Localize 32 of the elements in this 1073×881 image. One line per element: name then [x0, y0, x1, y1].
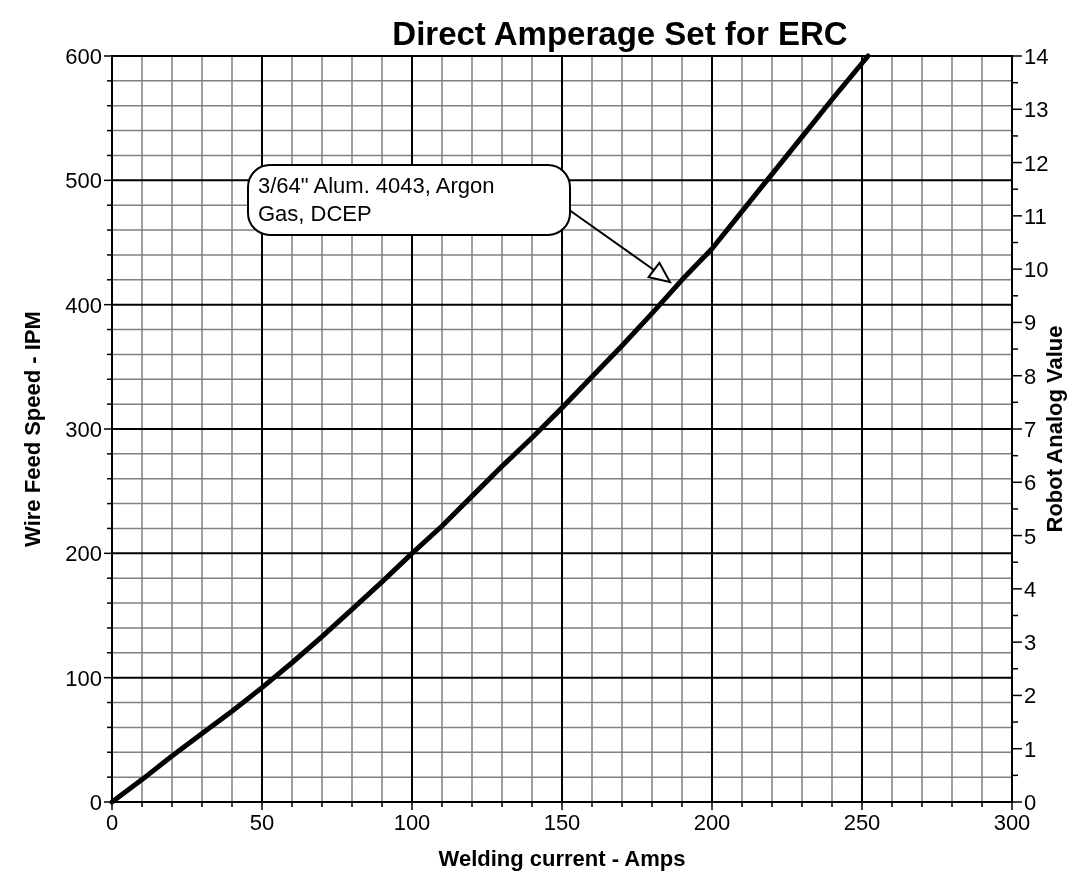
- y2-tick-label: 14: [1024, 44, 1049, 69]
- x-tick-label: 200: [693, 810, 731, 835]
- x-axis-title: Welding current - Amps: [438, 846, 686, 871]
- y-tick-label: 300: [65, 417, 102, 442]
- y-tick-label: 600: [65, 44, 102, 69]
- y2-tick-label: 8: [1024, 363, 1037, 389]
- y-tick-label: 100: [65, 665, 102, 691]
- y2-tick-label: 4: [1024, 576, 1037, 602]
- y2-axis-title: Robot Analog Value: [1042, 325, 1067, 533]
- y-tick-label: 200: [65, 541, 102, 567]
- x-tick-label: 50: [249, 810, 275, 835]
- x-tick-label: 150: [543, 810, 581, 835]
- y2-tick-label: 9: [1024, 310, 1037, 336]
- y2-tick-label: 11: [1024, 203, 1047, 229]
- y-axis-title: Wire Feed Speed - IPM: [20, 311, 45, 547]
- y2-tick-label: 13: [1024, 97, 1049, 123]
- y2-tick-label: 10: [1024, 257, 1049, 283]
- x-tick-label: 250: [843, 810, 881, 835]
- y-tick-label: 400: [65, 292, 102, 318]
- y2-tick-label: 3: [1024, 630, 1037, 656]
- y2-tick-label: 5: [1024, 523, 1037, 549]
- annotation: 3/64" Alum. 4043, Argon Gas, DCEP: [258, 173, 495, 226]
- y-tick-label: 0: [89, 790, 102, 815]
- x-tick-label: 100: [393, 810, 431, 835]
- y-tick-label: 500: [65, 168, 102, 194]
- y2-tick-label: 6: [1024, 470, 1037, 496]
- y2-tick-label: 2: [1024, 683, 1037, 709]
- y2-tick-label: 7: [1024, 417, 1037, 442]
- x-tick-label: 0: [105, 810, 119, 835]
- y2-tick-label: 12: [1024, 150, 1049, 176]
- chart-title: Direct Amperage Set for ERC: [392, 15, 848, 52]
- y2-tick-label: 1: [1024, 736, 1037, 762]
